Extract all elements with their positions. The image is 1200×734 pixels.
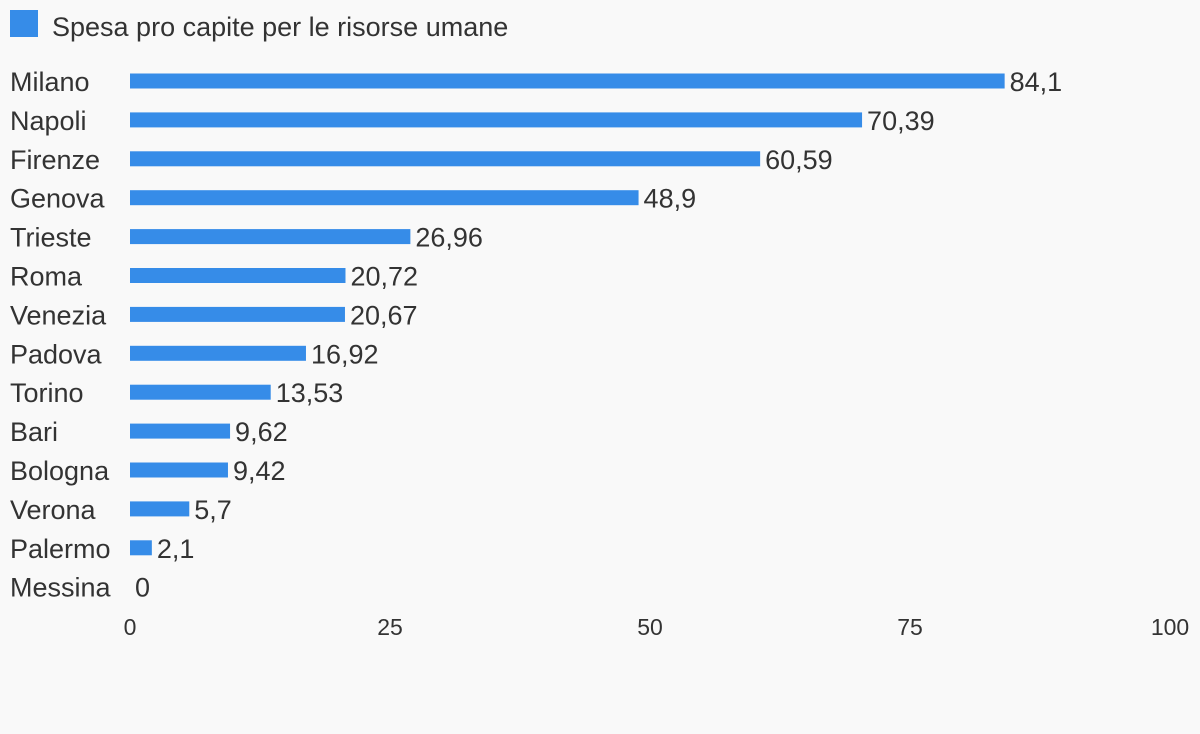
category-label: Napoli xyxy=(10,106,87,136)
value-label: 20,72 xyxy=(350,262,418,292)
category-label: Bari xyxy=(10,417,58,447)
category-label: Roma xyxy=(10,262,83,292)
category-label: Firenze xyxy=(10,145,100,175)
bar xyxy=(130,423,231,439)
bar xyxy=(130,151,761,167)
x-tick-label: 75 xyxy=(897,614,923,640)
value-label: 9,42 xyxy=(233,456,286,486)
x-axis-ticks: 0 25 50 75 100 xyxy=(124,614,1190,640)
value-labels: 84,1 70,39 60,59 48,9 26,96 20,72 20,67 16,92 13… xyxy=(135,67,1062,603)
bar xyxy=(130,112,863,128)
bar xyxy=(130,229,411,245)
value-label: 48,9 xyxy=(644,184,697,214)
category-label: Palermo xyxy=(10,534,111,564)
value-label: 5,7 xyxy=(194,495,232,525)
value-label: 9,62 xyxy=(235,417,288,447)
category-label: Torino xyxy=(10,378,84,408)
category-label: Trieste xyxy=(10,223,92,253)
value-label: 2,1 xyxy=(157,534,195,564)
bar xyxy=(130,190,639,206)
bar xyxy=(130,540,152,556)
bar xyxy=(130,345,306,361)
value-label: 60,59 xyxy=(765,145,833,175)
bar xyxy=(130,462,228,478)
category-label: Padova xyxy=(10,339,103,369)
category-label: Messina xyxy=(10,573,112,603)
x-tick-label: 100 xyxy=(1151,614,1189,640)
value-label: 84,1 xyxy=(1010,67,1063,97)
category-label: Bologna xyxy=(10,456,110,486)
bar xyxy=(130,73,1005,89)
bar xyxy=(130,268,346,283)
x-tick-label: 25 xyxy=(377,614,403,640)
x-tick-label: 0 xyxy=(124,614,137,640)
legend-swatch xyxy=(10,10,38,37)
bar xyxy=(130,501,190,517)
value-label: 20,67 xyxy=(350,300,418,330)
legend: Spesa pro capite per le risorse umane xyxy=(10,10,508,42)
category-label: Genova xyxy=(10,184,106,214)
category-label: Venezia xyxy=(10,300,107,330)
bar xyxy=(130,306,345,322)
value-label: 70,39 xyxy=(867,106,935,136)
value-label: 0 xyxy=(135,573,150,603)
value-label: 16,92 xyxy=(311,339,379,369)
category-label: Milano xyxy=(10,67,90,97)
bar xyxy=(130,384,271,400)
value-label: 13,53 xyxy=(276,378,344,408)
legend-label: Spesa pro capite per le risorse umane xyxy=(52,12,508,42)
category-label: Verona xyxy=(10,495,97,525)
value-label: 26,96 xyxy=(415,223,483,253)
category-labels: Milano Napoli Firenze Genova Trieste Roma Vene… xyxy=(10,67,112,603)
x-tick-label: 50 xyxy=(637,614,663,640)
bars xyxy=(130,73,1005,556)
